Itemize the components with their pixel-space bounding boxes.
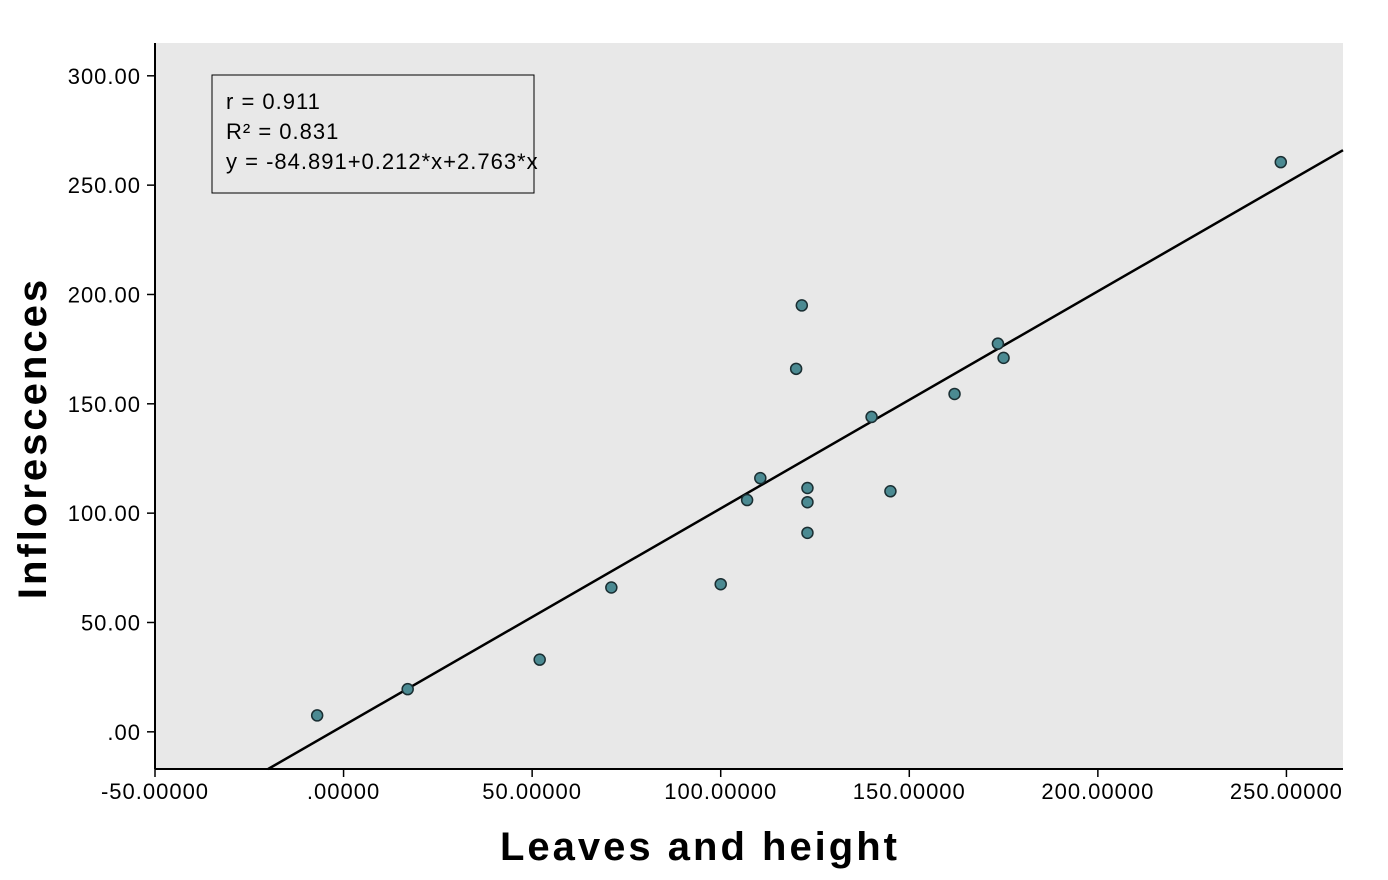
- data-point: [997, 351, 1010, 365]
- data-point: [533, 653, 546, 666]
- y-tick-label: 100.00: [68, 501, 141, 526]
- y-tick-label: 250.00: [68, 173, 141, 198]
- data-point: [754, 471, 767, 485]
- data-point: [795, 299, 809, 312]
- annotation-box: r = 0.911 R² = 0.831 y = -84.891+0.212*x…: [211, 74, 539, 194]
- data-point: [801, 526, 814, 540]
- x-tick-label: 200.00000: [1041, 779, 1154, 804]
- x-tick-label: 150.00000: [853, 779, 966, 804]
- annotation-frame: [211, 74, 535, 194]
- x-tick-label: -50.00000: [101, 779, 209, 804]
- data-point: [884, 485, 897, 498]
- y-tick-label: 50.00: [81, 610, 141, 635]
- x-axis-ticks: -50.00000 .00000 50.00000 100.00000 150.0000…: [101, 769, 1343, 804]
- y-tick-label: 150.00: [68, 392, 141, 417]
- annotation-line-equation: y = -84.891+0.212*x+2.763*x: [226, 149, 539, 174]
- x-tick-label: 250.00000: [1230, 779, 1343, 804]
- x-tick-label: .00000: [307, 779, 380, 804]
- data-point: [801, 481, 814, 495]
- x-tick-label: 100.00000: [664, 779, 777, 804]
- fit-line-layer: [267, 149, 1344, 771]
- data-point: [865, 410, 878, 424]
- y-tick-label: 200.00: [68, 282, 141, 307]
- data-point: [310, 709, 324, 722]
- y-tick-label: 300.00: [68, 64, 141, 89]
- data-point: [401, 682, 414, 696]
- data-point: [991, 337, 1005, 350]
- fit-line: [267, 149, 1344, 771]
- data-point: [714, 577, 727, 591]
- y-axis-title: Inflorescences: [11, 277, 55, 599]
- data-points: [310, 155, 1288, 722]
- data-point: [605, 581, 618, 594]
- data-point: [801, 495, 814, 509]
- x-axis-title: Leaves and height: [500, 825, 900, 869]
- data-point: [789, 362, 803, 376]
- annotation-line-r2: R² = 0.831: [226, 119, 339, 144]
- annotation-line-r: r = 0.911: [226, 89, 321, 114]
- y-tick-label: .00: [107, 720, 141, 745]
- data-point: [1274, 155, 1288, 169]
- x-tick-label: 50.00000: [482, 779, 582, 804]
- data-point: [948, 387, 961, 401]
- y-axis-ticks: .00 50.00 100.00 150.00 200.00 250.00 300.00: [68, 64, 155, 745]
- data-point: [740, 493, 754, 507]
